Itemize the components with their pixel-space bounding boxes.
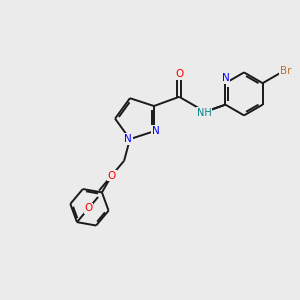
Text: NH: NH [197,108,212,118]
Text: N: N [152,126,160,136]
Text: N: N [221,73,229,83]
Text: O: O [175,69,183,79]
Text: N: N [124,134,132,144]
Text: Br: Br [280,66,292,76]
Text: O: O [84,203,93,213]
Text: O: O [107,171,116,181]
